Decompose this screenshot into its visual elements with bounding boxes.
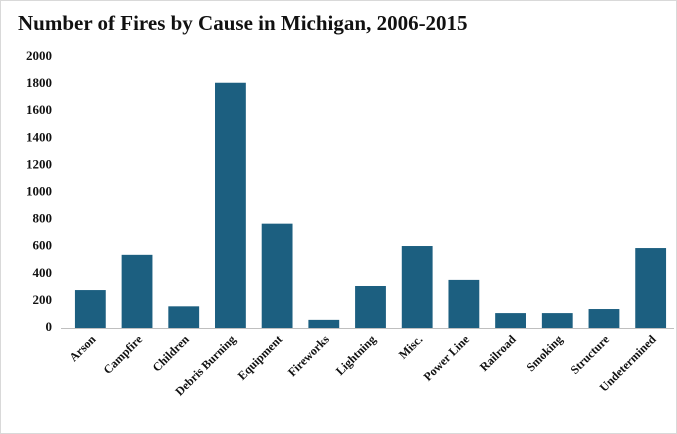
bar [355,285,386,328]
y-tick-label: 800 [33,211,53,226]
y-tick-label: 0 [46,319,53,334]
bar [261,223,293,328]
y-tick-label: 600 [33,238,53,253]
y-tick-label: 1200 [26,156,52,171]
y-tick-label: 1600 [26,102,52,117]
y-tick-label: 1800 [26,75,52,90]
chart-title: Number of Fires by Cause in Michigan, 20… [18,11,468,35]
y-tick-label: 200 [33,292,53,307]
bar [401,246,433,328]
y-tick-label: 400 [33,265,53,280]
y-tick-label: 1000 [26,183,52,198]
bar [121,254,153,328]
bar [588,309,620,328]
y-tick-label: 2000 [26,48,52,63]
bar [308,319,340,328]
y-tick-label: 1400 [26,129,52,144]
bar [74,290,106,328]
bar [215,82,246,329]
bar [168,306,200,328]
bar [635,248,667,328]
bar [448,279,480,328]
bar [541,313,573,328]
bar [495,313,526,328]
